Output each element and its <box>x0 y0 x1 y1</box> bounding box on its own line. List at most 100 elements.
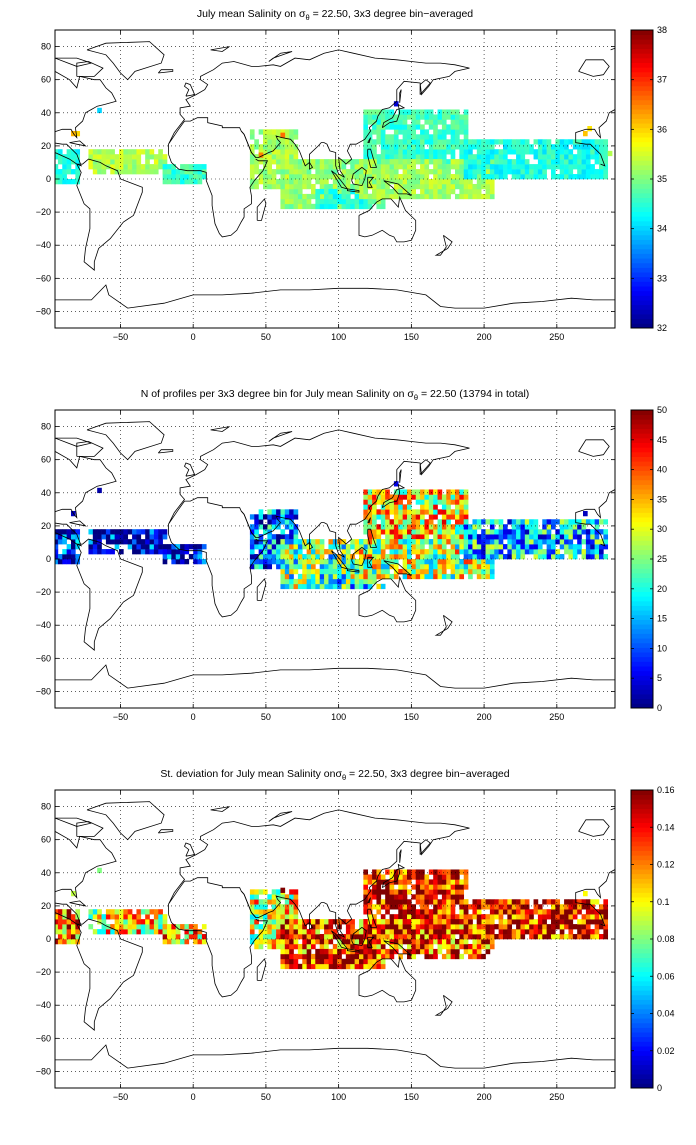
data-bin <box>398 489 403 495</box>
data-bin <box>319 934 325 940</box>
colorbar-step <box>631 1078 653 1084</box>
data-bin <box>533 539 539 545</box>
panel-title: St. deviation for July mean Salinity onσ… <box>160 768 509 782</box>
data-bin <box>123 539 129 545</box>
data-bin <box>88 154 94 160</box>
data-bin <box>402 929 408 935</box>
data-bin <box>564 534 569 540</box>
data-bin <box>363 164 369 170</box>
data-bin <box>367 914 373 920</box>
data-bin <box>363 193 369 200</box>
data-bin <box>75 174 81 180</box>
data-bin <box>542 539 547 545</box>
data-bin <box>380 149 386 155</box>
data-bin <box>577 919 582 925</box>
data-bin <box>345 198 351 205</box>
data-bin <box>463 188 469 195</box>
data-bin <box>433 144 438 150</box>
data-bin <box>276 914 281 920</box>
data-bin <box>559 934 565 940</box>
coast-novaya-zemlya <box>268 811 293 822</box>
coast-canada-wrap <box>578 439 610 457</box>
data-bin <box>92 929 98 935</box>
data-bin <box>105 529 111 535</box>
data-bin <box>289 164 294 170</box>
colorbar-step <box>631 869 653 875</box>
data-bin <box>424 179 430 185</box>
colorbar-step <box>631 123 653 129</box>
data-bin <box>472 953 478 960</box>
data-bin <box>389 509 395 515</box>
data-bin <box>393 889 399 895</box>
data-bin <box>289 134 294 140</box>
data-bin <box>529 149 534 155</box>
data-bin <box>193 544 198 550</box>
data-bin <box>263 904 268 910</box>
data-bin <box>354 198 360 205</box>
data-bin <box>101 534 107 540</box>
data-bin <box>385 159 390 165</box>
data-bin <box>411 934 417 940</box>
data-bin <box>302 544 307 550</box>
data-bin <box>341 939 347 945</box>
data-bin <box>533 934 539 940</box>
data-bin <box>577 529 582 535</box>
data-bin <box>380 524 386 530</box>
data-bin <box>572 549 578 555</box>
data-bin <box>389 894 395 900</box>
colorbar-step <box>631 290 653 296</box>
coast-svalbard <box>210 46 230 52</box>
data-bin <box>398 109 403 115</box>
data-bin <box>367 578 373 585</box>
data-bin <box>280 144 286 150</box>
data-bin <box>197 934 203 940</box>
data-bin <box>507 914 513 920</box>
data-bin <box>376 134 382 140</box>
data-bin <box>516 924 521 930</box>
data-bin <box>450 904 456 910</box>
data-bin <box>511 139 517 145</box>
data-bin <box>372 549 377 555</box>
data-bin <box>407 904 412 910</box>
data-bin <box>380 874 386 880</box>
data-bin <box>289 159 294 165</box>
colorbar-step <box>631 179 653 185</box>
data-bin <box>376 899 382 905</box>
data-bin <box>446 164 451 170</box>
data-bin <box>92 164 98 170</box>
data-bin <box>188 544 194 550</box>
data-bin <box>389 164 395 170</box>
colorbar-tick-label: 38 <box>657 25 667 35</box>
colorbar-step <box>631 929 653 935</box>
data-bin <box>446 179 451 185</box>
data-bin <box>57 934 63 940</box>
data-bin <box>424 929 430 935</box>
data-bin <box>507 909 513 915</box>
data-bin <box>398 119 403 125</box>
data-bin <box>485 563 491 570</box>
data-bin <box>450 879 456 885</box>
data-bin <box>110 154 115 160</box>
data-bin <box>389 534 395 540</box>
data-bin <box>398 114 403 120</box>
data-bin <box>393 124 399 130</box>
coast-africa-south <box>168 914 269 998</box>
data-bin-spot <box>607 150 613 157</box>
data-bin <box>407 943 412 950</box>
data-bin <box>599 174 604 180</box>
data-bin <box>119 169 124 175</box>
colorbar-step <box>631 137 653 143</box>
data-bin <box>555 904 561 910</box>
colorbar-step <box>631 794 653 800</box>
data-bin <box>463 124 469 130</box>
data-bin <box>101 529 107 535</box>
data-bin <box>337 159 342 165</box>
data-bin <box>311 549 316 555</box>
data-bin <box>520 144 526 150</box>
data-bin <box>267 183 273 190</box>
data-bin <box>551 144 556 150</box>
data-bin <box>376 934 382 940</box>
data-bin <box>302 563 307 570</box>
data-bin <box>363 943 369 950</box>
data-bin <box>380 539 386 545</box>
